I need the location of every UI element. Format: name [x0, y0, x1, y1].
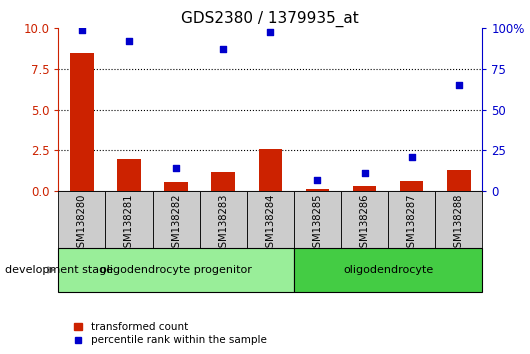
Point: [266, 29, 275, 34]
Bar: [105, 191, 153, 248]
Text: development stage: development stage: [5, 265, 113, 275]
Bar: [353, 186, 376, 191]
Text: GSM138287: GSM138287: [407, 194, 417, 255]
Text: GSM138283: GSM138283: [218, 194, 228, 255]
Text: oligodendrocyte progenitor: oligodendrocyte progenitor: [100, 265, 252, 275]
Point: [219, 47, 227, 52]
Text: GSM138281: GSM138281: [124, 194, 134, 255]
Bar: [435, 191, 482, 248]
Text: GSM138286: GSM138286: [359, 194, 369, 255]
Bar: [400, 181, 423, 191]
Legend: transformed count, percentile rank within the sample: transformed count, percentile rank withi…: [74, 322, 267, 345]
Bar: [294, 191, 341, 248]
Point: [172, 166, 180, 171]
Bar: [153, 191, 200, 248]
Point: [455, 82, 463, 88]
Bar: [70, 53, 94, 191]
Title: GDS2380 / 1379935_at: GDS2380 / 1379935_at: [181, 11, 359, 27]
Bar: [164, 182, 188, 191]
Point: [408, 154, 416, 160]
Bar: [58, 248, 294, 292]
Point: [77, 27, 86, 33]
Text: GSM138284: GSM138284: [266, 194, 275, 255]
Text: GSM138280: GSM138280: [77, 194, 87, 255]
Bar: [259, 149, 282, 191]
Bar: [58, 191, 105, 248]
Bar: [447, 170, 471, 191]
Text: GSM138288: GSM138288: [454, 194, 464, 255]
Text: GSM138285: GSM138285: [312, 194, 322, 255]
Bar: [341, 191, 388, 248]
Bar: [247, 191, 294, 248]
Bar: [306, 189, 329, 191]
Point: [360, 170, 369, 176]
Bar: [388, 191, 435, 248]
Bar: [294, 248, 482, 292]
Text: GSM138282: GSM138282: [171, 194, 181, 255]
Text: oligodendrocyte: oligodendrocyte: [343, 265, 433, 275]
Bar: [117, 159, 141, 191]
Point: [125, 39, 133, 44]
Point: [313, 177, 322, 183]
Bar: [211, 172, 235, 191]
Bar: [200, 191, 247, 248]
